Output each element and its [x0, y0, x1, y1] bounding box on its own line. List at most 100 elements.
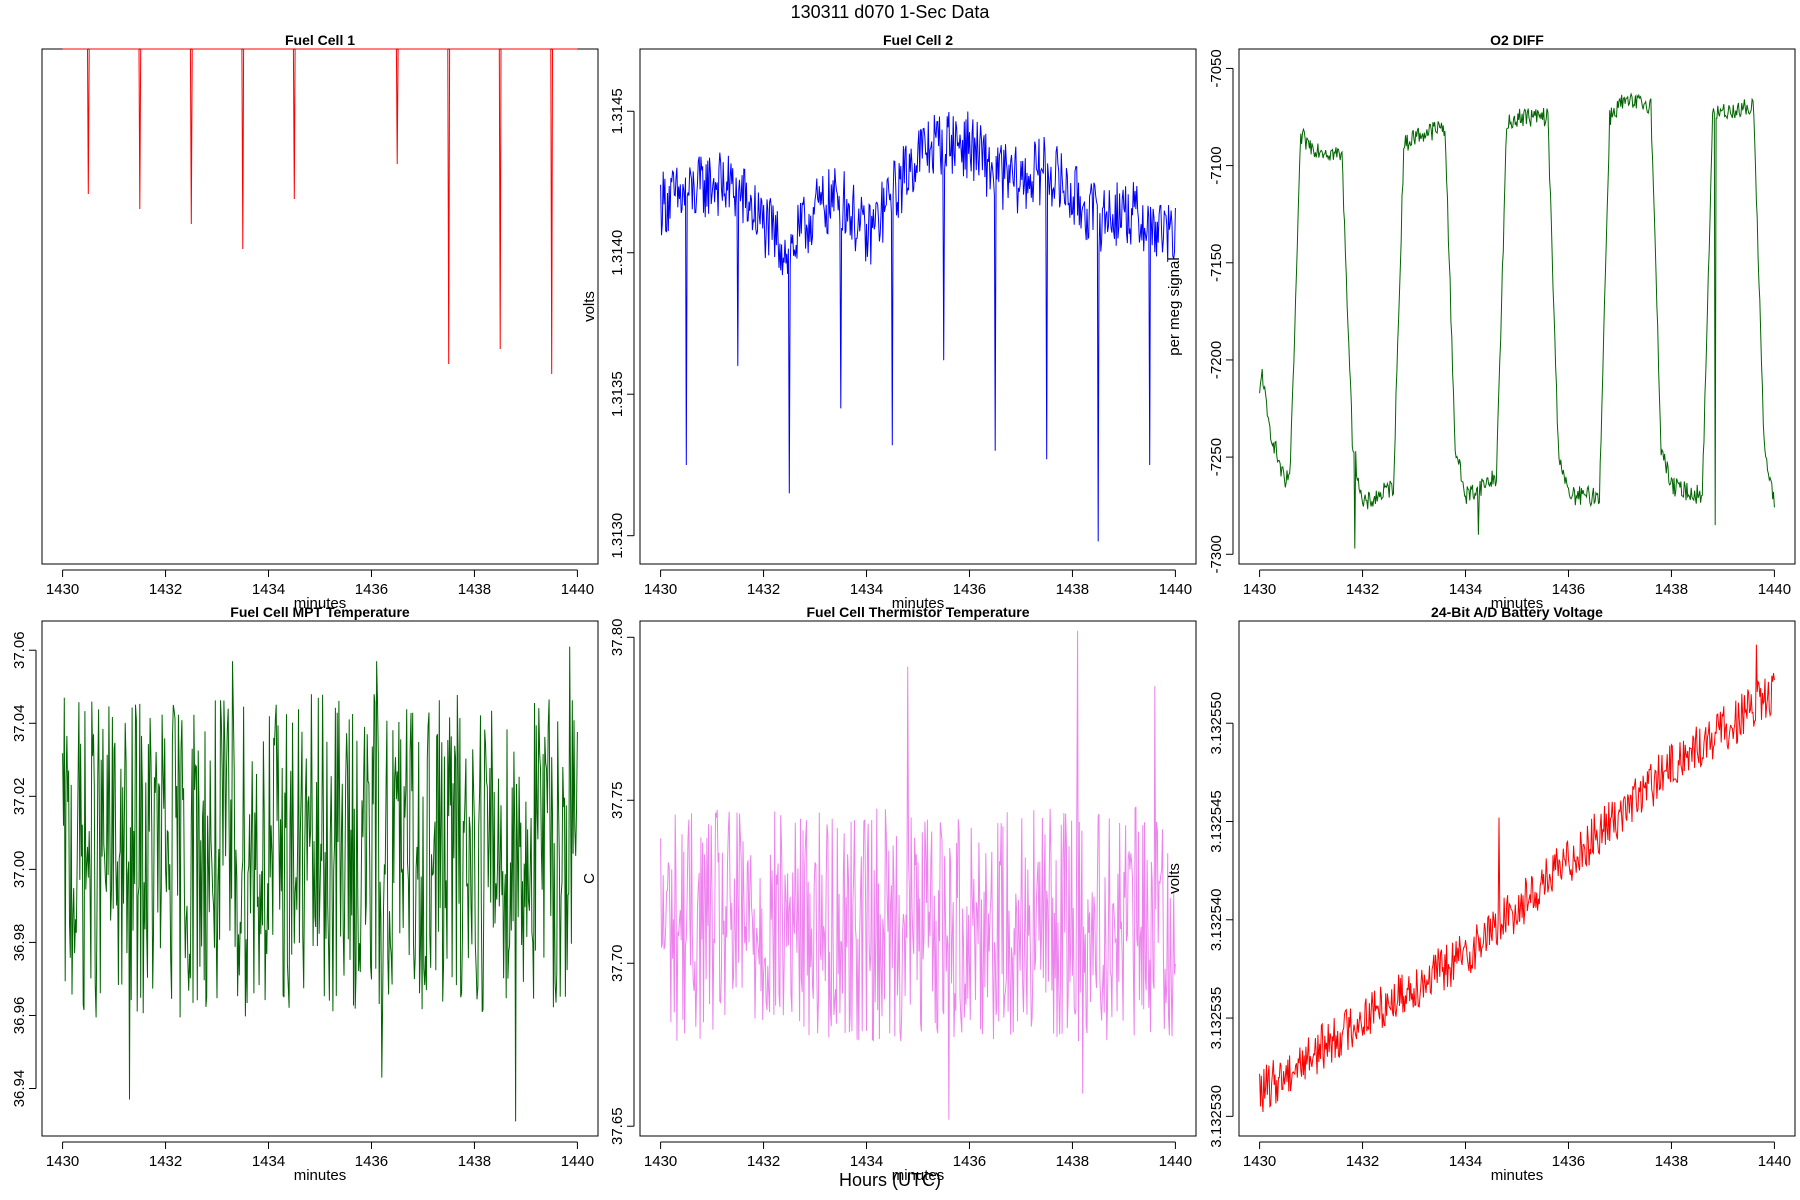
x-tick-label: 1436 [355, 1153, 388, 1170]
x-axis-label: minutes [294, 1167, 347, 1184]
y-tick-label: -7300 [1208, 535, 1225, 573]
plot-frame [1238, 48, 1796, 565]
y-tick-label: -7200 [1208, 341, 1225, 379]
x-tick-label: 1438 [458, 1153, 491, 1170]
x-tick-label: 1434 [252, 1153, 285, 1170]
y-tick-label: -7250 [1208, 438, 1225, 476]
chart-4: Fuel Cell MPT Temperature 1430 1432 1434 143… [11, 604, 599, 1184]
x-tick-label: 1440 [1159, 581, 1192, 598]
y-tick-label: 36.98 [11, 924, 28, 962]
x-tick-label: 1436 [953, 1153, 986, 1170]
y-tick-label: 1.3140 [609, 230, 626, 276]
x-tick-label: 1436 [355, 581, 388, 598]
y-tick-label: -7100 [1208, 146, 1225, 184]
y-tick-label: 3.132545 [1208, 790, 1225, 853]
y-axis-label: per meg signal [1166, 257, 1183, 355]
y-tick-label: -7050 [1208, 49, 1225, 87]
chart-2: Fuel Cell 2 1430 1432 1434 1436 1438 1440 minut… [581, 32, 1197, 612]
y-tick-label: 37.06 [11, 631, 28, 669]
x-tick-label: 1430 [644, 581, 677, 598]
plot-frame [1238, 620, 1796, 1137]
y-axis-label: volts [1166, 863, 1183, 894]
x-tick-label: 1434 [1449, 581, 1482, 598]
x-tick-label: 1432 [1346, 1153, 1379, 1170]
x-axis: 1430 1432 1434 1436 1438 1440 minutes [1243, 569, 1791, 612]
x-tick-label: 1440 [561, 1153, 594, 1170]
y-tick-label: -7150 [1208, 244, 1225, 282]
x-axis-label: minutes [892, 1167, 945, 1184]
series-line [1259, 92, 1775, 549]
chart-3: O2 DIFF 1430 1432 1434 1436 1438 1440 minutes -7… [1166, 32, 1796, 612]
x-tick-label: 1436 [953, 581, 986, 598]
x-axis-label: minutes [294, 595, 347, 612]
y-tick-label: 37.80 [609, 619, 626, 657]
x-tick-label: 1430 [644, 1153, 677, 1170]
x-tick-label: 1438 [1056, 581, 1089, 598]
x-tick-label: 1430 [46, 581, 79, 598]
x-tick-label: 1440 [1758, 1153, 1791, 1170]
plot-frame [41, 48, 599, 565]
x-axis: 1430 1432 1434 1436 1438 1440 minutes [644, 1141, 1192, 1184]
y-tick-label: 1.3145 [609, 88, 626, 134]
y-tick-label: 1.3135 [609, 371, 626, 417]
x-tick-label: 1438 [1655, 581, 1688, 598]
y-axis: 1.32301.32351.3240volts [0, 0, 36, 322]
x-tick-label: 1440 [1758, 581, 1791, 598]
y-tick-label: 3.132540 [1208, 888, 1225, 951]
x-axis: 1430 1432 1434 1436 1438 1440 minutes [46, 569, 594, 612]
x-tick-label: 1434 [850, 1153, 883, 1170]
plot-frame [41, 620, 599, 1137]
x-tick-label: 1432 [747, 581, 780, 598]
x-tick-label: 1430 [1243, 1153, 1276, 1170]
y-tick-label: 37.70 [609, 944, 626, 982]
x-tick-label: 1430 [1243, 581, 1276, 598]
x-tick-label: 1436 [1552, 1153, 1585, 1170]
plot-frame [639, 620, 1197, 1137]
x-tick-label: 1432 [149, 1153, 182, 1170]
x-tick-label: 1434 [850, 581, 883, 598]
x-tick-label: 1440 [1159, 1153, 1192, 1170]
x-axis-label: minutes [1491, 1167, 1544, 1184]
chart-title: 24-Bit A/D Battery Voltage [1431, 604, 1603, 620]
y-axis-label: volts [581, 291, 598, 322]
chart-title: Fuel Cell Thermistor Temperature [806, 604, 1029, 620]
y-tick-label: 36.94 [11, 1070, 28, 1108]
figure-title: 130311 d070 1-Sec Data [791, 2, 991, 22]
plot-frame [639, 48, 1197, 565]
chart-title: Fuel Cell 1 [285, 32, 355, 48]
y-axis: -7300 -7250 -7200 -7150 -7100 -7050 per meg si… [1166, 49, 1234, 573]
series-line [62, 48, 578, 375]
y-tick-label: 37.65 [609, 1107, 626, 1145]
y-axis: 1.3130 1.3135 1.3140 1.3145 volts [581, 88, 635, 559]
x-axis: 1430 1432 1434 1436 1438 1440 minutes [1243, 1141, 1791, 1184]
series-line [1259, 644, 1775, 1113]
y-tick-label: 37.75 [609, 781, 626, 819]
y-tick-label: 36.96 [11, 997, 28, 1035]
x-tick-label: 1432 [747, 1153, 780, 1170]
chart-5: Fuel Cell Thermistor Temperature 1430 1432… [581, 604, 1197, 1184]
y-tick-label: 3.132535 [1208, 987, 1225, 1050]
y-tick-label: 1.3130 [609, 513, 626, 559]
x-tick-label: 1438 [1056, 1153, 1089, 1170]
chart-title: Fuel Cell MPT Temperature [230, 604, 410, 620]
chart-title: O2 DIFF [1490, 32, 1544, 48]
x-tick-label: 1434 [1449, 1153, 1482, 1170]
series-line [62, 646, 578, 1122]
x-tick-label: 1430 [46, 1153, 79, 1170]
x-tick-label: 1440 [561, 581, 594, 598]
y-tick-label: 37.02 [11, 778, 28, 816]
x-tick-label: 1438 [1655, 1153, 1688, 1170]
figure-xlabel: Hours (UTC) [839, 1170, 941, 1190]
x-axis: 1430 1432 1434 1436 1438 1440 minutes [644, 569, 1192, 612]
series-line [660, 630, 1176, 1120]
y-tick-label: 3.132530 [1208, 1085, 1225, 1148]
y-axis: 3.132530 3.132535 3.132540 3.132545 3.132550… [1166, 692, 1234, 1148]
x-tick-label: 1438 [458, 581, 491, 598]
chart-title: Fuel Cell 2 [883, 32, 953, 48]
y-axis: 37.65 37.70 37.75 37.80 C [581, 619, 635, 1145]
x-tick-label: 1432 [1346, 581, 1379, 598]
